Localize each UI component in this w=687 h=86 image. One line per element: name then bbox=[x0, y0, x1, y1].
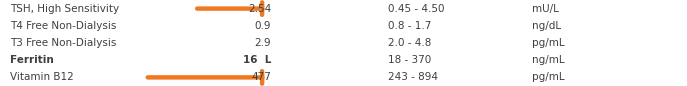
Text: pg/mL: pg/mL bbox=[532, 38, 565, 48]
Text: 2.54: 2.54 bbox=[248, 4, 271, 14]
Text: 2.9: 2.9 bbox=[255, 38, 271, 48]
Text: 0.45 - 4.50: 0.45 - 4.50 bbox=[388, 4, 444, 14]
Text: 0.9: 0.9 bbox=[255, 21, 271, 31]
Text: ng/mL: ng/mL bbox=[532, 55, 565, 65]
Text: 477: 477 bbox=[251, 72, 271, 82]
Text: T3 Free Non-Dialysis: T3 Free Non-Dialysis bbox=[10, 38, 117, 48]
Text: 2.0 - 4.8: 2.0 - 4.8 bbox=[388, 38, 431, 48]
Text: Vitamin B12: Vitamin B12 bbox=[10, 72, 74, 82]
Text: TSH, High Sensitivity: TSH, High Sensitivity bbox=[10, 4, 120, 14]
Text: 16  L: 16 L bbox=[243, 55, 271, 65]
Text: 18 - 370: 18 - 370 bbox=[388, 55, 431, 65]
Text: mU/L: mU/L bbox=[532, 4, 559, 14]
Text: Ferritin: Ferritin bbox=[10, 55, 54, 65]
Text: pg/mL: pg/mL bbox=[532, 72, 565, 82]
Text: ng/dL: ng/dL bbox=[532, 21, 561, 31]
Text: T4 Free Non-Dialysis: T4 Free Non-Dialysis bbox=[10, 21, 117, 31]
Text: 243 - 894: 243 - 894 bbox=[388, 72, 438, 82]
Text: 0.8 - 1.7: 0.8 - 1.7 bbox=[388, 21, 431, 31]
